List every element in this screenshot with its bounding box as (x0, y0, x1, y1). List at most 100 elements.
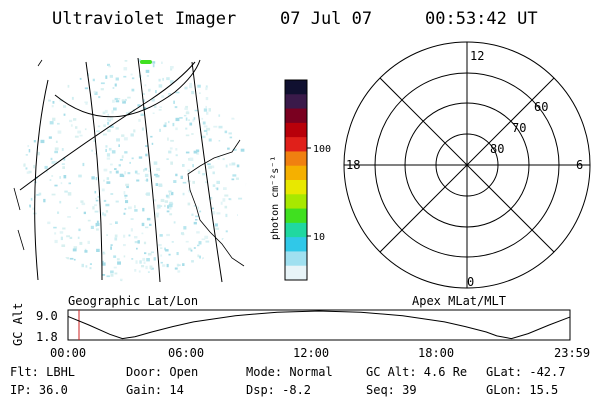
status-seq: Seq: 39 (366, 383, 417, 397)
coastline-fragments (13, 59, 43, 251)
emission-pixel (138, 118, 141, 122)
emission-pixel (57, 130, 62, 134)
emission-pixel (54, 150, 58, 154)
emission-pixel (137, 240, 140, 244)
emission-pixel (197, 84, 201, 88)
colorbar-stripe (285, 122, 307, 138)
emission-pixel (106, 275, 110, 278)
status-panel: Flt: LBHL Door: Open Mode: Normal GC Alt… (10, 365, 565, 397)
emission-pixel (33, 164, 35, 169)
emission-pixel (43, 198, 46, 203)
emission-pixel (105, 148, 107, 152)
emission-pixel (167, 137, 169, 141)
emission-pixel (188, 247, 192, 251)
emission-pixel (119, 158, 123, 161)
emission-pixel (100, 82, 105, 85)
emission-pixel (118, 144, 120, 147)
colorbar-tick-label-10: 10 (313, 232, 325, 243)
emission-pixel (109, 125, 114, 128)
emission-pixel (145, 69, 150, 73)
emission-pixel (51, 161, 55, 164)
map-lon-line-2 (85, 61, 103, 281)
emission-pixel (142, 93, 145, 95)
emission-pixel (215, 227, 220, 230)
emission-pixel (122, 174, 125, 178)
emission-pixel (103, 213, 107, 217)
emission-pixel (63, 113, 66, 116)
emission-pixel (199, 210, 202, 213)
emission-pixel (114, 237, 118, 241)
emission-pixel (120, 278, 123, 281)
emission-pixel (155, 212, 160, 216)
emission-pixel (134, 209, 138, 212)
emission-pixel (40, 139, 45, 144)
emission-pixel (220, 201, 223, 205)
emission-pixel (81, 263, 84, 268)
emission-pixel (225, 230, 228, 233)
emission-pixel (101, 212, 105, 216)
emission-pixel (175, 148, 178, 151)
emission-pixel (114, 168, 117, 170)
emission-pixel (224, 130, 228, 134)
emission-pixel (191, 213, 194, 216)
emission-pixel (170, 67, 173, 71)
emission-pixel (103, 124, 106, 127)
emission-pixel (115, 127, 119, 130)
polar-diagonal-2 (379, 77, 555, 253)
status-ip: IP: 36.0 (10, 383, 68, 397)
altitude-xtick-3: 18:00 (418, 346, 454, 360)
emission-pixel (118, 164, 121, 167)
emission-pixel (177, 270, 181, 273)
emission-pixel (149, 265, 153, 269)
emission-pixel (205, 181, 208, 184)
emission-pixel (192, 118, 195, 122)
emission-pixel (134, 236, 138, 239)
emission-pixel (174, 267, 178, 270)
emission-pixel (50, 157, 53, 161)
emission-pixel (112, 99, 115, 103)
emission-pixel (32, 207, 35, 210)
emission-pixel (205, 97, 209, 101)
emission-pixel (193, 150, 198, 154)
emission-pixel (73, 258, 76, 261)
emission-pixel (155, 174, 160, 178)
emission-pixel (213, 125, 218, 128)
emission-pixel (62, 227, 66, 230)
emission-pixel (142, 207, 145, 212)
emission-pixel (79, 77, 82, 80)
status-glat: GLat: -42.7 (486, 365, 565, 379)
emission-pixel (96, 248, 100, 252)
emission-pixel (123, 234, 126, 238)
emission-pixel (94, 204, 98, 207)
emission-pixel (124, 194, 128, 197)
emission-pixel (175, 154, 178, 157)
emission-pixel (154, 173, 158, 176)
emission-pixel (115, 100, 120, 103)
emission-pixel (205, 105, 207, 109)
emission-pixel (135, 260, 138, 264)
emission-pixel (145, 265, 148, 270)
emission-pixel (131, 88, 135, 92)
emission-pixel (186, 110, 189, 113)
emission-pixel (156, 167, 161, 171)
instrument-title: Ultraviolet Imager (52, 9, 236, 29)
emission-pixel (199, 92, 201, 94)
emission-pixel (129, 161, 131, 164)
altitude-xtick-4: 23:59 (554, 346, 590, 360)
emission-pixel (84, 87, 89, 90)
emission-pixel (121, 134, 125, 137)
colorbar-tick-label-100: 100 (313, 144, 331, 155)
emission-pixel (110, 246, 112, 250)
emission-pixel (29, 204, 31, 208)
emission-pixel (63, 175, 67, 179)
emission-pixel (144, 252, 147, 255)
emission-pixel (52, 101, 55, 104)
emission-pixel (182, 192, 185, 196)
emission-pixel (161, 95, 165, 98)
colorbar-stripe (285, 222, 307, 238)
emission-pixel (84, 250, 88, 253)
emission-pixel (125, 200, 129, 204)
emission-pixel (179, 117, 183, 119)
emission-pixel (68, 182, 71, 185)
emission-pixel (146, 75, 149, 77)
